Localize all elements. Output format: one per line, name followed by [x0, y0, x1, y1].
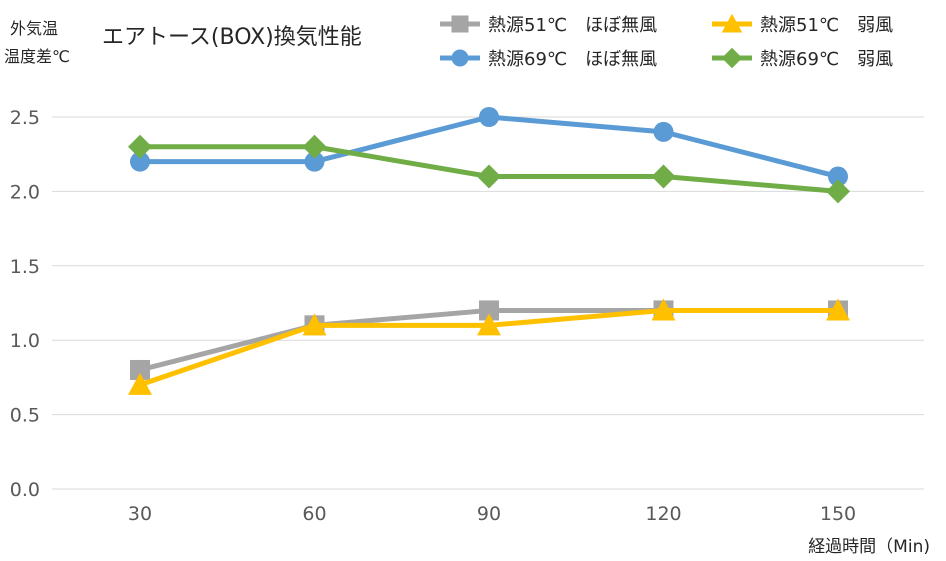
data-point [479, 300, 499, 321]
y-axis-ticks: 0.0 0.5 1.0 1.5 2.0 2.5 [10, 107, 40, 501]
legend-marker [721, 13, 743, 33]
data-point [479, 107, 499, 127]
x-axis-label: 経過時間（Min) [808, 537, 930, 557]
series [128, 134, 850, 204]
data-point [304, 151, 325, 172]
chart-title: エアトース(BOX)換気性能 [102, 25, 362, 50]
data-point [130, 359, 150, 380]
data-point [302, 313, 327, 336]
series-layer [128, 107, 850, 395]
data-point [651, 298, 676, 321]
legend-marker [451, 15, 469, 33]
data-point [128, 372, 152, 395]
legend-item: 熱源51℃ ほぼ無風 [440, 15, 657, 36]
x-axis-ticks: 30 60 90 120 150 [128, 503, 856, 525]
legend-item: 熱源69℃ ほぼ無風 [440, 49, 657, 70]
x-tick-label: 60 [302, 503, 326, 525]
y-tick-label: 2.5 [10, 107, 40, 129]
data-point [651, 164, 676, 189]
data-point [477, 313, 501, 336]
y-tick-label: 2.0 [10, 181, 40, 203]
y-axis-label-line1: 外気温 [10, 19, 58, 38]
data-point [302, 134, 327, 159]
y-tick-label: 0.5 [10, 405, 40, 427]
legend-marker [451, 49, 469, 67]
legend-item: 熱源69℃ 弱風 [712, 47, 893, 70]
data-point [477, 164, 501, 189]
x-tick-label: 150 [820, 503, 856, 525]
data-point [826, 298, 850, 321]
data-point [653, 121, 674, 142]
legend-marker [721, 47, 743, 69]
legend-label: 熱源51℃ 弱風 [760, 15, 893, 36]
data-point [826, 179, 850, 204]
y-tick-label: 1.5 [10, 256, 40, 278]
x-tick-label: 90 [477, 503, 501, 525]
legend-label: 熱源69℃ ほぼ無風 [488, 49, 657, 70]
series [130, 107, 848, 187]
legend-label: 熱源51℃ ほぼ無風 [488, 15, 657, 36]
legend-item: 熱源51℃ 弱風 [712, 13, 893, 36]
y-tick-label: 1.0 [10, 330, 40, 352]
legend-label: 熱源69℃ 弱風 [760, 49, 893, 70]
x-tick-label: 30 [128, 503, 152, 525]
data-point [828, 166, 848, 187]
data-point [130, 151, 150, 172]
y-tick-label: 0.0 [10, 479, 40, 501]
data-point [128, 134, 152, 159]
x-tick-label: 120 [645, 503, 681, 525]
y-axis-label-line2: 温度差℃ [4, 47, 70, 66]
series [128, 298, 850, 395]
